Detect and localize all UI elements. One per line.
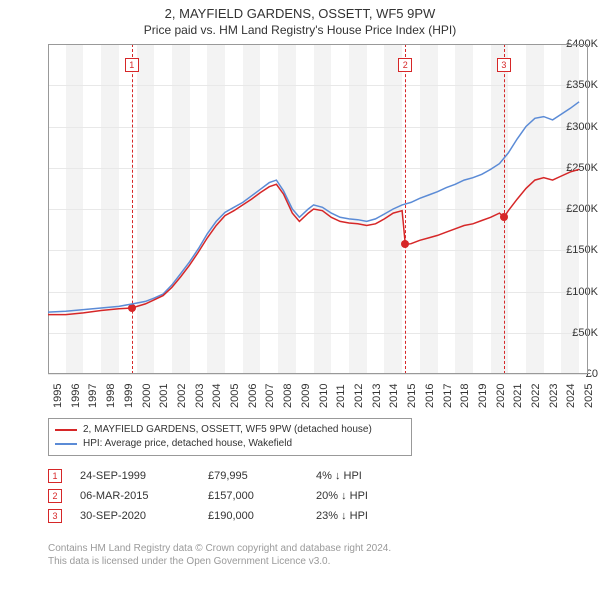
sale-date: 06-MAR-2015 bbox=[80, 490, 190, 502]
series-property bbox=[48, 169, 579, 314]
sale-date: 24-SEP-1999 bbox=[80, 470, 190, 482]
sale-delta: 4% ↓ HPI bbox=[316, 470, 362, 482]
legend-label-2: HPI: Average price, detached house, Wake… bbox=[83, 437, 292, 451]
legend-swatch-2 bbox=[55, 443, 77, 445]
legend-item-2: HPI: Average price, detached house, Wake… bbox=[55, 437, 405, 451]
sale-row: 3 30-SEP-2020 £190,000 23% ↓ HPI bbox=[48, 506, 368, 526]
footer-line-2: This data is licensed under the Open Gov… bbox=[48, 555, 391, 568]
sale-price: £190,000 bbox=[208, 510, 298, 522]
sale-price: £157,000 bbox=[208, 490, 298, 502]
sales-table: 1 24-SEP-1999 £79,995 4% ↓ HPI 2 06-MAR-… bbox=[48, 466, 368, 526]
sale-row-box: 3 bbox=[48, 509, 62, 523]
legend-swatch-1 bbox=[55, 429, 77, 431]
legend-label-1: 2, MAYFIELD GARDENS, OSSETT, WF5 9PW (de… bbox=[83, 423, 372, 437]
sale-price: £79,995 bbox=[208, 470, 298, 482]
sale-row: 1 24-SEP-1999 £79,995 4% ↓ HPI bbox=[48, 466, 368, 486]
legend-item-1: 2, MAYFIELD GARDENS, OSSETT, WF5 9PW (de… bbox=[55, 423, 405, 437]
sale-delta: 23% ↓ HPI bbox=[316, 510, 368, 522]
footer-line-1: Contains HM Land Registry data © Crown c… bbox=[48, 542, 391, 555]
footer: Contains HM Land Registry data © Crown c… bbox=[48, 542, 391, 568]
legend: 2, MAYFIELD GARDENS, OSSETT, WF5 9PW (de… bbox=[48, 418, 412, 456]
sale-row-box: 2 bbox=[48, 489, 62, 503]
sale-delta: 20% ↓ HPI bbox=[316, 490, 368, 502]
sale-date: 30-SEP-2020 bbox=[80, 510, 190, 522]
sale-row: 2 06-MAR-2015 £157,000 20% ↓ HPI bbox=[48, 486, 368, 506]
series-hpi bbox=[48, 102, 579, 312]
sale-row-box: 1 bbox=[48, 469, 62, 483]
